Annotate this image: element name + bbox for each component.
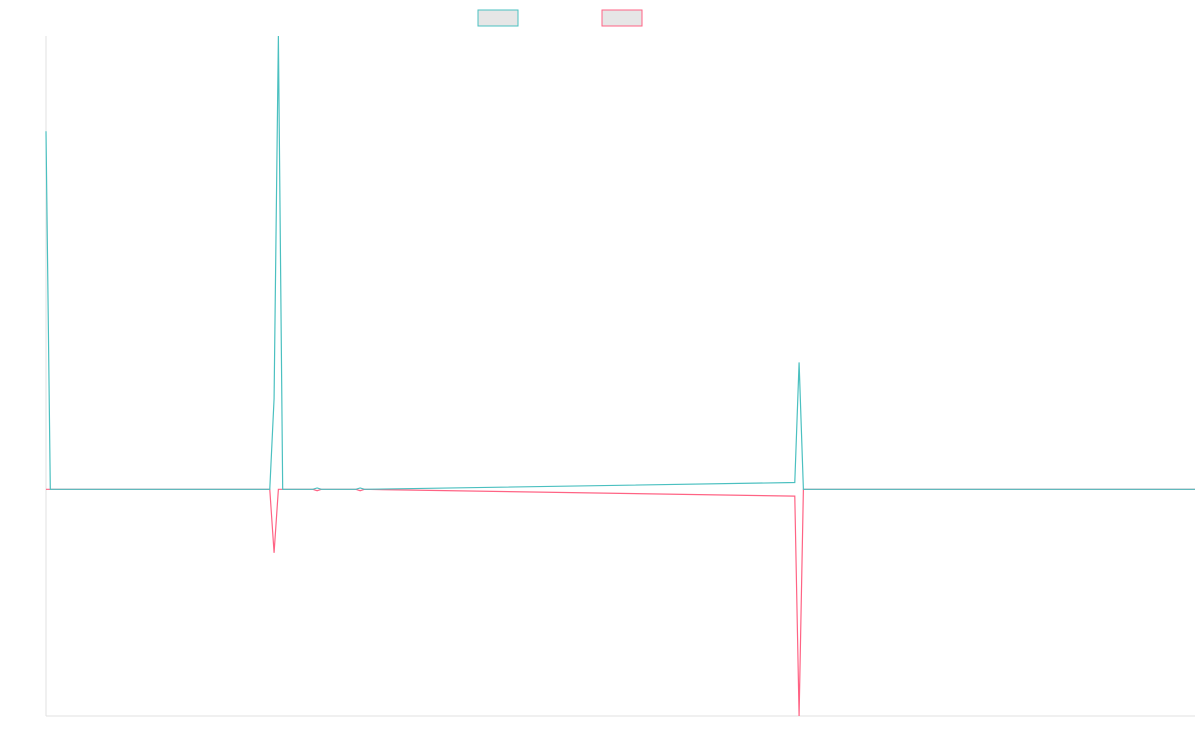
- data-line: [45, 35, 1195, 490]
- legend-swatch[interactable]: [601, 9, 643, 27]
- data-line: [46, 488, 1195, 717]
- legend-swatch[interactable]: [477, 9, 519, 27]
